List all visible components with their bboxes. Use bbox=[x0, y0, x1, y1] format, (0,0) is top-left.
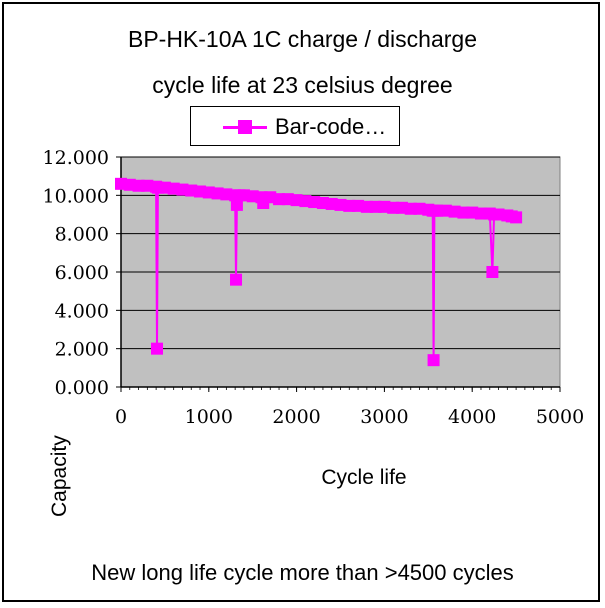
legend-label: Bar-code… bbox=[275, 114, 387, 139]
y-tick-label: 6.000 bbox=[55, 262, 109, 284]
data-point bbox=[230, 198, 243, 211]
data-point bbox=[230, 273, 243, 286]
y-tick-label: 0.000 bbox=[55, 377, 109, 399]
x-tick-label: 2000 bbox=[272, 406, 320, 428]
x-tick-label: 4000 bbox=[448, 406, 496, 428]
x-tick-label: 0 bbox=[115, 406, 127, 428]
footer-note: New long life cycle more than >4500 cycl… bbox=[91, 560, 514, 585]
chart-subtitle: cycle life at 23 celsius degree bbox=[152, 72, 453, 98]
y-tick-label: 10.000 bbox=[43, 185, 109, 207]
legend-square-marker-icon bbox=[238, 120, 252, 134]
data-point bbox=[150, 342, 163, 355]
x-tick-label: 5000 bbox=[536, 406, 584, 428]
y-tick-label: 12.000 bbox=[43, 147, 109, 169]
y-tick-label: 8.000 bbox=[55, 224, 109, 246]
x-tick-label: 1000 bbox=[185, 406, 233, 428]
data-point bbox=[510, 211, 523, 224]
data-point bbox=[486, 266, 499, 278]
legend: Bar-code… bbox=[190, 106, 400, 146]
chart-title: BP-HK-10A 1C charge / discharge bbox=[127, 26, 477, 52]
x-tick-label: 3000 bbox=[360, 406, 408, 428]
x-axis-title: Cycle life bbox=[321, 466, 407, 489]
y-tick-label: 4.000 bbox=[55, 300, 109, 322]
chart-frame bbox=[2, 2, 600, 602]
y-tick-label: 2.000 bbox=[55, 339, 109, 361]
data-point bbox=[427, 354, 440, 367]
